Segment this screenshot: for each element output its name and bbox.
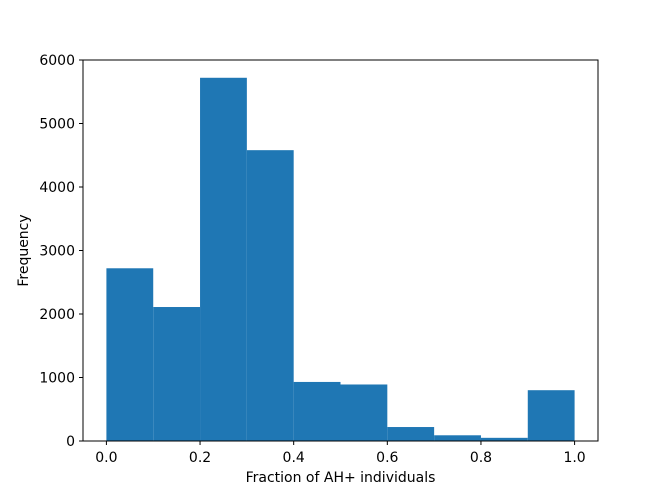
y-tick-label: 5000: [39, 117, 75, 133]
x-tick-label: 0.0: [95, 450, 117, 466]
x-tick-label: 0.8: [470, 450, 492, 466]
histogram-bar: [527, 390, 575, 441]
y-tick-label: 6000: [39, 53, 75, 69]
histogram-bar: [480, 437, 528, 441]
x-tick-label: 1.0: [563, 450, 585, 466]
x-axis-label: Fraction of AH+ individuals: [246, 470, 436, 486]
y-tick-label: 3000: [39, 244, 75, 260]
x-tick-label: 0.2: [189, 450, 211, 466]
histogram-bar: [340, 384, 388, 441]
y-tick-label: 4000: [39, 180, 75, 196]
x-axis-ticks: 0.0 0.2 0.4 0.6 0.8 1.0: [95, 441, 586, 466]
x-tick-label: 0.6: [376, 450, 398, 466]
x-tick-label: 0.4: [283, 450, 305, 466]
y-axis-label: Frequency: [16, 214, 32, 286]
histogram-bar: [106, 268, 154, 441]
histogram-bar: [246, 150, 294, 442]
histogram-bars: [106, 77, 575, 442]
histogram-bar: [434, 435, 481, 441]
y-axis-ticks: 0 1000 2000 3000 4000 5000 6000: [39, 53, 83, 450]
histogram-bar: [387, 427, 435, 441]
histogram-bar: [200, 77, 247, 441]
y-tick-label: 1000: [39, 371, 75, 387]
histogram-bar: [153, 307, 201, 441]
y-tick-label: 2000: [39, 307, 75, 323]
y-tick-label: 0: [66, 434, 75, 450]
histogram-bar: [293, 381, 341, 441]
